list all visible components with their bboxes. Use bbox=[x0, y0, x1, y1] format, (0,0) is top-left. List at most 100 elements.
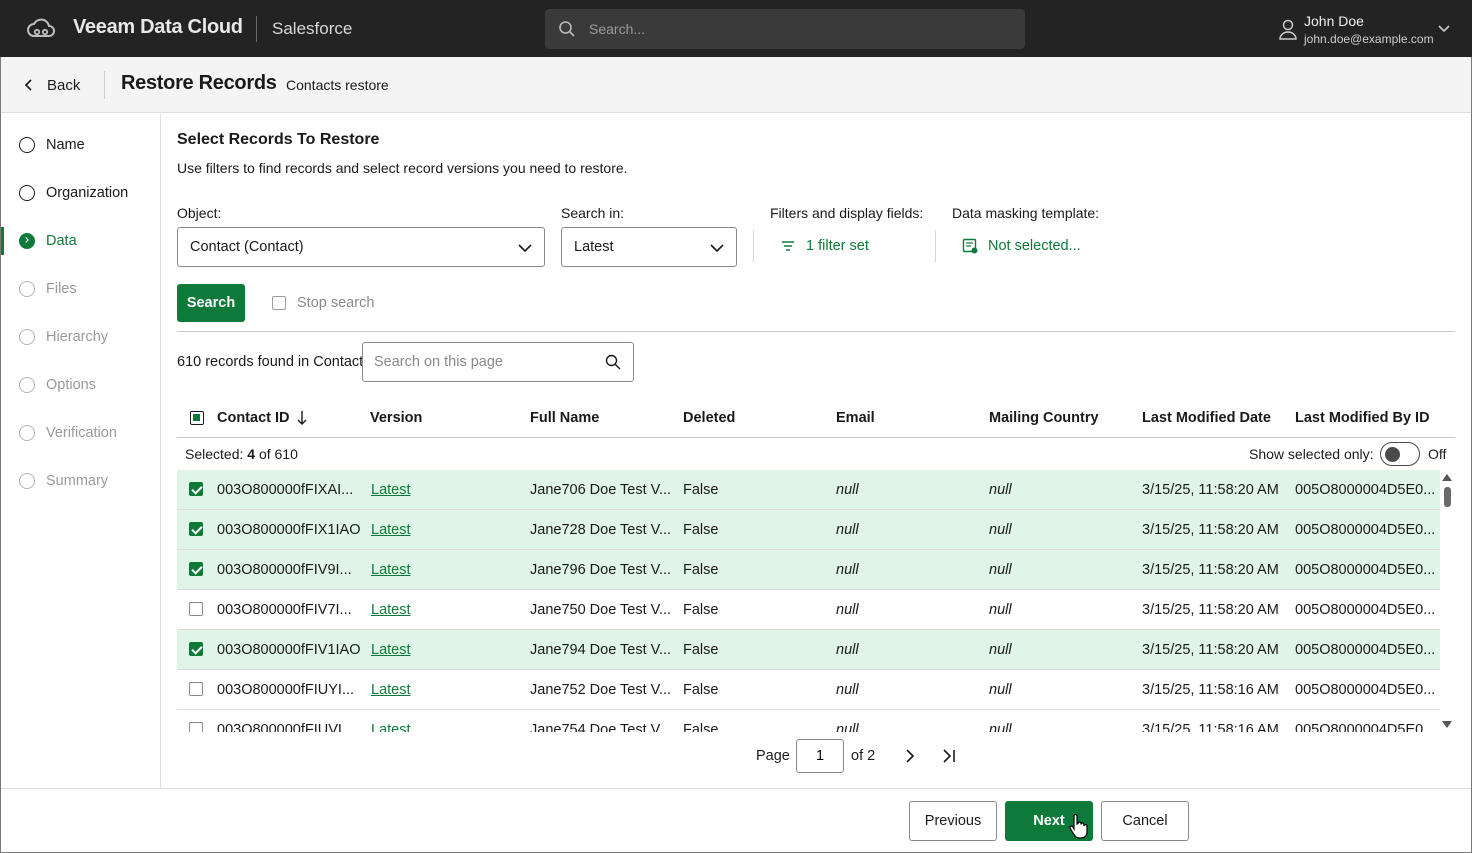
cell-deleted: False bbox=[683, 602, 719, 618]
column-header-mailing-country[interactable]: Mailing Country bbox=[989, 410, 1099, 426]
cell-last-modified-date: 3/15/25, 11:58:20 AM bbox=[1142, 642, 1279, 658]
table-scrollbar[interactable] bbox=[1441, 472, 1455, 732]
column-header-contact-id[interactable]: Contact ID bbox=[217, 410, 290, 426]
cell-mailing-country: null bbox=[989, 522, 1012, 538]
step-label: Data bbox=[46, 233, 77, 249]
section-title: Select Records To Restore bbox=[177, 131, 380, 148]
cell-email: null bbox=[836, 602, 859, 618]
step-organization[interactable]: Organization bbox=[1, 173, 160, 213]
table-row[interactable]: 003O800000fFIUYI... Latest Jane752 Doe T… bbox=[177, 670, 1440, 710]
cell-mailing-country: null bbox=[989, 682, 1012, 698]
search-in-label: Search in: bbox=[561, 205, 625, 221]
page-number-input[interactable] bbox=[796, 739, 844, 773]
sort-descending-icon[interactable] bbox=[296, 410, 308, 426]
search-in-select[interactable]: Latest bbox=[561, 227, 737, 267]
cell-full-name: Jane796 Doe Test V... bbox=[530, 562, 672, 578]
page-search-input[interactable] bbox=[374, 343, 599, 381]
column-header-last-modified-date[interactable]: Last Modified Date bbox=[1142, 410, 1271, 426]
stop-search-checkbox[interactable] bbox=[272, 296, 286, 310]
cell-deleted: False bbox=[683, 522, 719, 538]
cell-version-link[interactable]: Latest bbox=[371, 522, 411, 538]
page-search[interactable] bbox=[362, 342, 634, 382]
stop-search-label: Stop search bbox=[297, 295, 375, 311]
page-subtitle: Contacts restore bbox=[286, 77, 389, 93]
column-header-email[interactable]: Email bbox=[836, 410, 875, 426]
row-checkbox[interactable] bbox=[189, 562, 203, 576]
object-select[interactable]: Contact (Contact) bbox=[177, 227, 545, 267]
cell-version-link[interactable]: Latest bbox=[371, 482, 411, 498]
step-label: Hierarchy bbox=[46, 329, 109, 345]
cell-full-name: Jane754 Doe Test V... bbox=[530, 722, 672, 732]
table-row[interactable]: 003O800000fFIX1IAO Latest Jane728 Doe Te… bbox=[177, 510, 1440, 550]
filters-value: 1 filter set bbox=[806, 238, 869, 254]
masking-label: Data masking template: bbox=[952, 205, 1100, 221]
chevron-down-icon[interactable] bbox=[1437, 22, 1451, 36]
selected-total: of 610 bbox=[258, 446, 298, 462]
cell-contact-id: 003O800000fFIV7I... bbox=[217, 602, 352, 618]
step-data[interactable]: Data bbox=[1, 221, 160, 261]
step-label: Options bbox=[46, 377, 96, 393]
step-radio-icon bbox=[19, 281, 35, 297]
filters-label: Filters and display fields: bbox=[770, 205, 924, 221]
cell-last-modified-date: 3/15/25, 11:58:20 AM bbox=[1142, 602, 1279, 618]
cell-version-link[interactable]: Latest bbox=[371, 602, 411, 618]
row-checkbox[interactable] bbox=[189, 482, 203, 496]
scrollbar-thumb[interactable] bbox=[1444, 487, 1451, 507]
cancel-button[interactable]: Cancel bbox=[1101, 801, 1189, 841]
search-button[interactable]: Search bbox=[177, 284, 245, 322]
row-checkbox[interactable] bbox=[189, 602, 203, 616]
step-radio-icon bbox=[19, 137, 35, 153]
last-page-icon[interactable] bbox=[939, 746, 959, 766]
cell-full-name: Jane706 Doe Test V... bbox=[530, 482, 672, 498]
object-select-value: Contact (Contact) bbox=[190, 239, 304, 255]
table-row[interactable]: 003O800000fFIXAI... Latest Jane706 Doe T… bbox=[177, 470, 1440, 510]
user-name[interactable]: John Doe bbox=[1304, 13, 1364, 29]
row-checkbox[interactable] bbox=[189, 642, 203, 656]
column-header-last-modified-by[interactable]: Last Modified By ID bbox=[1295, 410, 1430, 426]
search-icon[interactable] bbox=[605, 354, 621, 370]
wizard-header: Back Restore Records Contacts restore bbox=[1, 57, 1471, 113]
masking-template-link[interactable]: Not selected... bbox=[962, 238, 1081, 254]
cell-version-link[interactable]: Latest bbox=[371, 682, 411, 698]
user-email[interactable]: john.doe@example.com bbox=[1304, 32, 1434, 46]
table-row[interactable]: 003O800000fFIV9I... Latest Jane796 Doe T… bbox=[177, 550, 1440, 590]
step-label: Files bbox=[46, 281, 77, 297]
page-title: Restore Records bbox=[121, 72, 277, 94]
back-button[interactable]: Back bbox=[23, 74, 80, 96]
cell-last-modified-date: 3/15/25, 11:58:20 AM bbox=[1142, 482, 1279, 498]
divider bbox=[935, 230, 936, 262]
step-name[interactable]: Name bbox=[1, 125, 160, 165]
previous-button[interactable]: Previous bbox=[909, 801, 997, 841]
select-all-checkbox[interactable] bbox=[190, 411, 204, 425]
user-icon[interactable] bbox=[1278, 18, 1298, 40]
cell-deleted: False bbox=[683, 562, 719, 578]
cell-email: null bbox=[836, 522, 859, 538]
row-checkbox[interactable] bbox=[189, 682, 203, 696]
cell-last-modified-by: 005O8000004D5E0... bbox=[1295, 482, 1436, 498]
row-checkbox[interactable] bbox=[189, 522, 203, 536]
cell-version-link[interactable]: Latest bbox=[371, 642, 411, 658]
column-header-deleted[interactable]: Deleted bbox=[683, 410, 736, 426]
global-search-input[interactable] bbox=[589, 9, 1009, 49]
brand-name: Veeam Data Cloud bbox=[73, 16, 243, 38]
column-header-version[interactable]: Version bbox=[370, 410, 423, 426]
show-selected-toggle[interactable] bbox=[1380, 442, 1420, 466]
global-search[interactable] bbox=[545, 9, 1025, 49]
table-header-divider bbox=[177, 437, 1455, 438]
toggle-state: Off bbox=[1428, 446, 1447, 462]
row-checkbox[interactable] bbox=[189, 722, 203, 732]
cell-email: null bbox=[836, 642, 859, 658]
scroll-down-arrow-icon[interactable] bbox=[1442, 721, 1452, 728]
step-summary: Summary bbox=[1, 461, 160, 501]
column-header-full-name[interactable]: Full Name bbox=[530, 410, 600, 426]
table-row[interactable]: 003O800000fFIV7I... Latest Jane750 Doe T… bbox=[177, 590, 1440, 630]
cell-version-link[interactable]: Latest bbox=[371, 722, 411, 732]
table-row[interactable]: 003O800000fFIV1IAO Latest Jane794 Doe Te… bbox=[177, 630, 1440, 670]
table-row[interactable]: 003O800000fFIUVI... Latest Jane754 Doe T… bbox=[177, 710, 1440, 732]
cell-contact-id: 003O800000fFIV1IAO bbox=[217, 642, 361, 658]
scroll-up-arrow-icon[interactable] bbox=[1442, 474, 1452, 481]
cell-deleted: False bbox=[683, 482, 719, 498]
next-page-icon[interactable] bbox=[900, 746, 920, 766]
filters-link[interactable]: 1 filter set bbox=[780, 238, 869, 254]
cell-version-link[interactable]: Latest bbox=[371, 562, 411, 578]
